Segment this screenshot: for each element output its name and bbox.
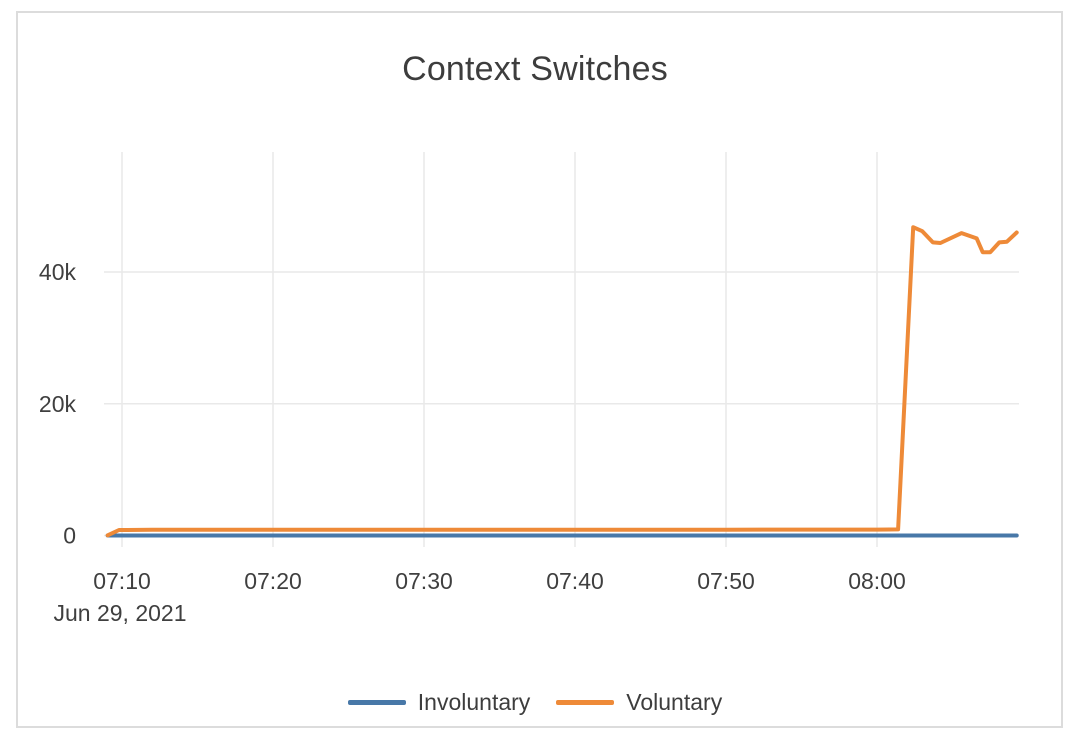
chart-title: Context Switches xyxy=(402,50,668,88)
gridlines xyxy=(104,152,1019,547)
legend-line-swatch xyxy=(556,700,615,705)
x-axis-date-label: Jun 29, 2021 xyxy=(53,600,186,626)
legend-item-involuntary[interactable]: Involuntary xyxy=(347,689,531,716)
axis-labels: 07:10 07:20 07:30 07:40 07:50 08:00 Jun 29, 20… xyxy=(39,259,906,626)
x-tick-label: 07:40 xyxy=(546,568,604,594)
legend-line-swatch xyxy=(347,700,406,705)
series-line-voluntary xyxy=(105,225,1019,538)
x-tick-label: 08:00 xyxy=(848,568,906,594)
legend-item-voluntary[interactable]: Voluntary xyxy=(556,689,722,716)
y-tick-label: 20k xyxy=(39,391,77,417)
y-tick-label: 40k xyxy=(39,259,77,285)
y-tick-label: 0 xyxy=(63,523,76,549)
x-tick-label: 07:20 xyxy=(244,568,302,594)
x-tick-label: 07:30 xyxy=(395,568,453,594)
series-lines xyxy=(105,225,1019,538)
legend-label: Involuntary xyxy=(417,689,531,715)
chart-card xyxy=(16,11,1063,728)
legend: Involuntary Voluntary xyxy=(0,689,1070,716)
legend-label: Voluntary xyxy=(626,689,723,715)
x-tick-label: 07:10 xyxy=(93,568,151,594)
x-tick-label: 07:50 xyxy=(697,568,755,594)
